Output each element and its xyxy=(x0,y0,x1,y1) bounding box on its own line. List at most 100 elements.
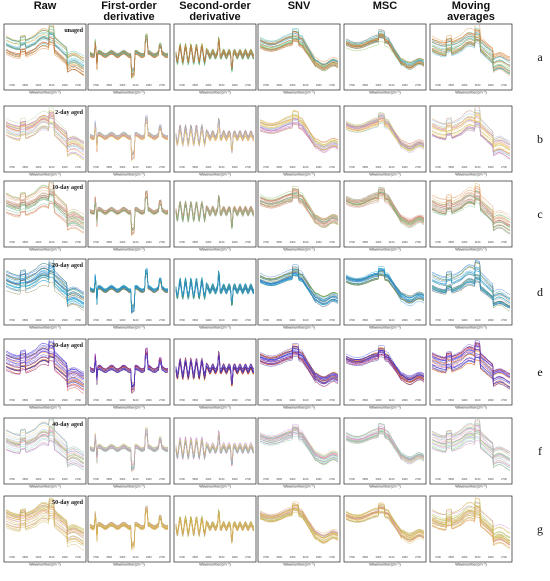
spectrum-series-line xyxy=(259,346,339,383)
spectrum-series-line xyxy=(431,349,511,387)
spectrum-series-line xyxy=(345,503,425,538)
x-tick-label: 3500 xyxy=(448,398,454,402)
spectrum-series-line xyxy=(5,35,85,66)
spectrum-series-line xyxy=(5,182,85,220)
x-tick-label: 3100 xyxy=(219,398,225,402)
spectrum-series-line xyxy=(5,28,85,56)
row-letter: b xyxy=(537,132,543,146)
x-tick-label: 3100 xyxy=(303,318,309,322)
spectrum-series-line xyxy=(259,273,339,301)
spectrum-series-line xyxy=(259,197,339,226)
x-tick-label: 2900 xyxy=(402,318,408,322)
x-tick-label: 3700 xyxy=(93,318,99,322)
spectrum-series-line xyxy=(5,262,85,293)
x-tick-label: 2700 xyxy=(415,318,421,322)
x-tick-label: 3700 xyxy=(435,240,441,244)
x-tick-label: 3300 xyxy=(290,318,296,322)
spectrum-series-line xyxy=(431,261,511,300)
x-tick-label: 3700 xyxy=(263,240,269,244)
spectrum-series-line xyxy=(431,191,511,220)
x-tick-label: 2900 xyxy=(402,83,408,87)
spectrum-series-line xyxy=(175,514,255,541)
x-tick-label: 2700 xyxy=(415,398,421,402)
spectrum-series-line xyxy=(431,31,511,60)
x-tick-label: 3700 xyxy=(9,398,15,402)
spectrum-series-line xyxy=(5,343,85,377)
x-tick-label: 3100 xyxy=(133,477,139,481)
spectrum-series-line xyxy=(431,440,511,467)
x-tick-label: 2700 xyxy=(329,555,335,559)
spectrum-series-line xyxy=(259,33,339,66)
spectrum-series-line xyxy=(89,511,169,546)
spectrum-series-line xyxy=(89,120,169,153)
spectrum-series-line xyxy=(5,122,85,150)
panel-aging-label: 40-day aged xyxy=(52,422,83,428)
x-tick-label: 3100 xyxy=(219,318,225,322)
x-tick-label: 3700 xyxy=(9,83,15,87)
x-tick-label: 3300 xyxy=(206,83,212,87)
x-tick-label: 3700 xyxy=(9,240,15,244)
x-tick-label: 2900 xyxy=(146,83,152,87)
x-tick-label: 2700 xyxy=(75,165,81,169)
x-tick-label: 3100 xyxy=(49,555,55,559)
x-tick-label: 2700 xyxy=(329,398,335,402)
x-axis-label: Wavenumber(cm⁻¹) xyxy=(199,91,231,95)
x-axis-label: Wavenumber(cm⁻¹) xyxy=(283,326,315,330)
spectrum-series-line xyxy=(431,107,511,145)
spectrum-series-line xyxy=(175,356,255,385)
x-tick-label: 3100 xyxy=(475,477,481,481)
spectrum-panel: 3700 3500 3300 3100 2900 2700 Wavenumber(cm⁻¹) xyxy=(343,495,427,567)
x-tick-label: 3100 xyxy=(475,240,481,244)
spectrum-series-line xyxy=(345,511,425,541)
x-tick-label: 2700 xyxy=(245,165,251,169)
spectrum-series-line xyxy=(431,185,511,222)
spectrum-series-line xyxy=(259,119,339,147)
x-tick-label: 3500 xyxy=(106,398,112,402)
x-tick-label: 3500 xyxy=(22,83,28,87)
spectrum-series-line xyxy=(345,37,425,68)
x-tick-label: 3300 xyxy=(462,398,468,402)
x-axis-label: Wavenumber(cm⁻¹) xyxy=(199,248,231,252)
panel-frame xyxy=(257,495,341,563)
spectrum-series-line xyxy=(5,121,85,161)
x-axis-label: Wavenumber(cm⁻¹) xyxy=(455,326,487,330)
x-tick-label: 2700 xyxy=(501,318,507,322)
spectrum-series-line xyxy=(345,426,425,463)
x-tick-label: 3100 xyxy=(219,240,225,244)
spectrum-series-line xyxy=(5,434,85,471)
spectrum-series-line xyxy=(5,501,85,535)
x-tick-label: 3500 xyxy=(448,240,454,244)
x-tick-label: 3300 xyxy=(376,83,382,87)
x-tick-label: 2900 xyxy=(232,398,238,402)
row-letter: d xyxy=(537,285,543,299)
spectrum-series-line xyxy=(175,198,255,229)
x-tick-label: 2900 xyxy=(62,83,68,87)
spectrum-series-line xyxy=(5,190,85,228)
spectrum-series-line xyxy=(5,433,85,466)
spectrum-series-line xyxy=(89,509,169,551)
spectrum-series-line xyxy=(431,112,511,148)
x-axis-label: Wavenumber(cm⁻¹) xyxy=(199,173,231,177)
x-axis-label: Wavenumber(cm⁻¹) xyxy=(369,91,401,95)
spectrum-series-line xyxy=(431,278,511,309)
x-tick-label: 3300 xyxy=(462,318,468,322)
spectrum-series-line xyxy=(6,425,85,457)
spectrum-series-line xyxy=(345,349,425,378)
x-tick-label: 3100 xyxy=(389,555,395,559)
column-title: Second-order xyxy=(179,0,251,12)
spectrum-series-line xyxy=(175,511,255,538)
spectrum-series-line xyxy=(89,121,169,155)
spectrum-series-line xyxy=(5,126,85,153)
x-tick-label: 3500 xyxy=(276,318,282,322)
x-axis-label: Wavenumber(cm⁻¹) xyxy=(455,91,487,95)
spectrum-series-line xyxy=(259,38,339,70)
spectrum-series-line xyxy=(89,267,169,311)
x-axis-label: Wavenumber(cm⁻¹) xyxy=(283,173,315,177)
x-tick-label: 3300 xyxy=(376,240,382,244)
spectrum-series-line xyxy=(345,35,425,68)
x-tick-label: 3300 xyxy=(120,477,126,481)
spectrum-series-line xyxy=(5,506,85,538)
spectrum-series-line xyxy=(5,507,85,542)
spectrum-series-line xyxy=(259,31,339,69)
x-tick-label: 3500 xyxy=(362,318,368,322)
